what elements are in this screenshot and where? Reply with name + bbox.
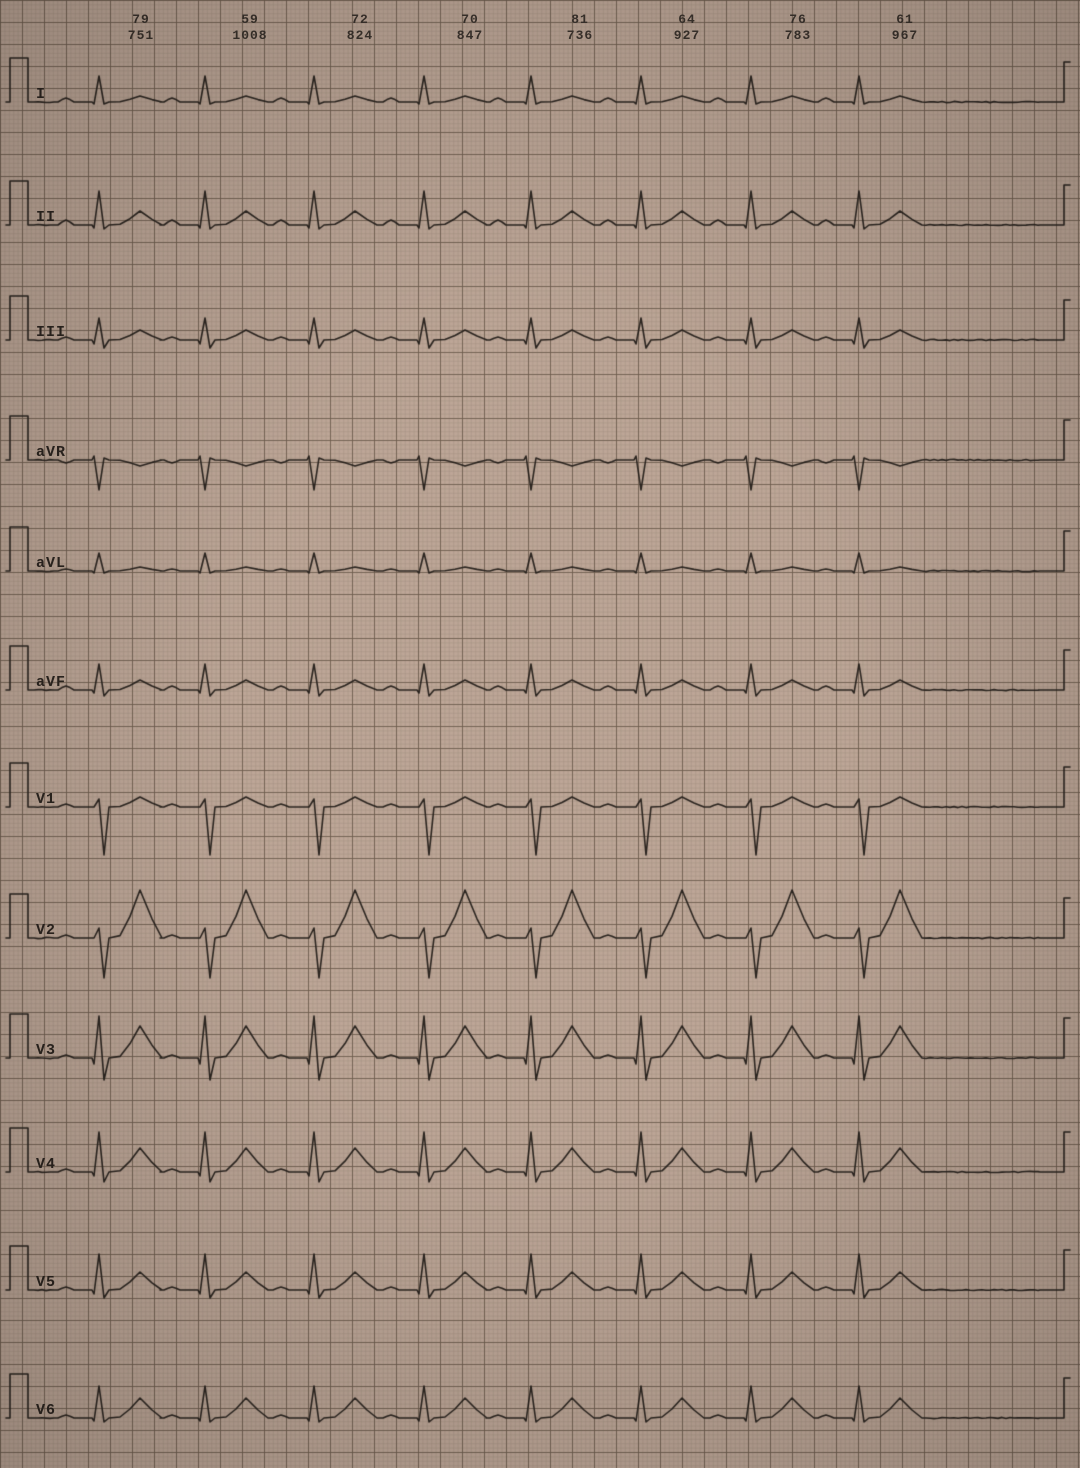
hr-value: 79 (111, 12, 171, 27)
hr-value: 64 (657, 12, 717, 27)
lead-label-i: I (36, 86, 46, 103)
lead-label-avl: aVL (36, 555, 66, 572)
hr-value: 76 (768, 12, 828, 27)
lead-label-v4: V4 (36, 1156, 56, 1173)
hr-value: 70 (440, 12, 500, 27)
hr-value: 59 (220, 12, 280, 27)
lead-label-v5: V5 (36, 1274, 56, 1291)
lead-label-v1: V1 (36, 791, 56, 808)
hr-value: 81 (550, 12, 610, 27)
hr-value: 72 (330, 12, 390, 27)
hr-value: 61 (875, 12, 935, 27)
lead-label-v2: V2 (36, 922, 56, 939)
rr-value: 1008 (220, 28, 280, 43)
lead-label-avr: aVR (36, 444, 66, 461)
lead-label-avf: aVF (36, 674, 66, 691)
rr-value: 824 (330, 28, 390, 43)
lead-label-ii: II (36, 209, 56, 226)
rr-value: 927 (657, 28, 717, 43)
lead-label-v3: V3 (36, 1042, 56, 1059)
rr-value: 751 (111, 28, 171, 43)
ecg-labels: 79751 591008 72824 70847 81736 64927 76783 6196… (0, 0, 1080, 1468)
rr-value: 736 (550, 28, 610, 43)
rr-value: 967 (875, 28, 935, 43)
lead-label-v6: V6 (36, 1402, 56, 1419)
lead-label-iii: III (36, 324, 66, 341)
rr-value: 847 (440, 28, 500, 43)
rr-value: 783 (768, 28, 828, 43)
